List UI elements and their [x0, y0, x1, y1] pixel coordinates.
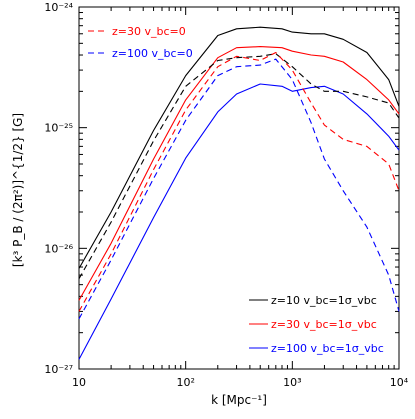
x-tick-label: 10³	[283, 376, 301, 389]
x-axis-title: k [Mpc⁻¹]	[211, 393, 267, 407]
legend-layer: z=30 v_bc=0 z=100 v_bc=0 z=10 v_bc=1σ_vbcz…	[88, 25, 384, 355]
y-tick-label: 10⁻²⁷	[44, 363, 73, 376]
y-tick-label: 10⁻²⁶	[44, 242, 73, 255]
x-tick-label: 10	[72, 376, 86, 389]
legend-bottom-label: z=10 v_bc=1σ_vbc	[271, 294, 377, 307]
x-tick-label: 10⁴	[390, 376, 409, 389]
legend-bottom-label: z=100 v_bc=1σ_vbc	[271, 342, 384, 355]
legend-top-label: z=100 v_bc=0	[112, 47, 193, 60]
ticks-layer: 10 10² 10³ 10⁴ 10⁻²⁷ 10⁻²⁶ 10⁻²⁵ 10⁻²⁴	[44, 1, 408, 389]
series-line-0	[78, 26, 400, 269]
series-line-3	[78, 53, 400, 279]
series-line-1	[78, 46, 400, 301]
y-axis-title: [k³ P_B / (2π²)]^{1/2} [G]	[11, 113, 25, 267]
series-layer	[78, 26, 400, 360]
x-tick-label: 10²	[176, 376, 194, 389]
legend-top-label: z=30 v_bc=0	[112, 25, 186, 38]
plot-area-frame	[78, 6, 400, 370]
y-tick-label: 10⁻²⁴	[44, 1, 73, 14]
series-line-4	[78, 51, 400, 312]
y-tick-label: 10⁻²⁵	[44, 122, 73, 135]
series-line-5	[78, 58, 400, 320]
series-line-2	[78, 83, 400, 360]
legend-bottom-label: z=30 v_bc=1σ_vbc	[271, 318, 377, 331]
